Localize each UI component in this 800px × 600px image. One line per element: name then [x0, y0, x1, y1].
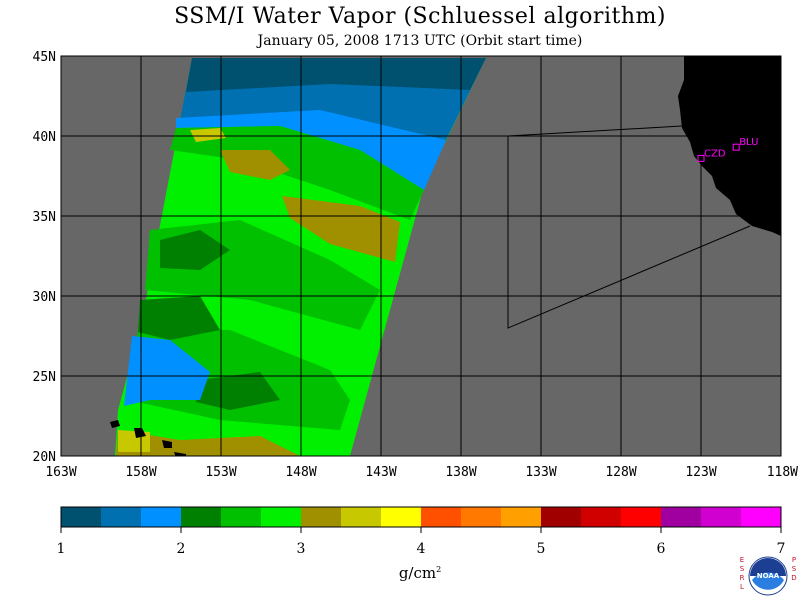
swath-band-dark-green-c	[196, 372, 280, 410]
colorbar-swatch	[461, 507, 501, 527]
swath-band-olive-a	[282, 196, 400, 262]
latitude-labels: 20N 25N 30N 35N 40N 45N	[33, 50, 56, 465]
unit-text: g/cm	[398, 564, 437, 582]
swath-yellow-patch	[190, 128, 226, 142]
swath-band-navy	[186, 58, 486, 92]
land-hawaii-b	[134, 428, 146, 438]
colorbar-swatch	[261, 507, 301, 527]
lon-label: 138W	[445, 465, 476, 480]
station-marker	[732, 143, 740, 151]
lon-label: 133W	[525, 465, 556, 480]
colorbar-swatch	[181, 507, 221, 527]
swath-band-blue	[176, 110, 446, 190]
noaa-logo-icon: NOAA	[748, 556, 788, 596]
land-hawaii-d	[174, 452, 186, 456]
colorbar-swatch	[221, 507, 261, 527]
figure-title: SSM/I Water Vapor (Schluessel algorithm)	[174, 4, 666, 29]
lat-label: 35N	[33, 210, 56, 225]
land-california	[678, 56, 781, 236]
swath-band-olive-c	[116, 430, 300, 456]
station-label: BLU	[739, 137, 758, 148]
colorbar-swatch	[741, 507, 781, 527]
flight-track	[507, 125, 683, 137]
lat-lon-grid	[61, 56, 781, 456]
colorbar-swatch	[381, 507, 421, 527]
swath-layer	[61, 56, 781, 456]
lon-label: 163W	[45, 465, 76, 480]
colorbar-swatch	[581, 507, 621, 527]
colorbar-tick-label: 5	[537, 541, 546, 557]
lon-label: 118W	[767, 465, 798, 480]
colorbar-swatch	[421, 507, 461, 527]
lon-label: 148W	[285, 465, 316, 480]
colorbar-swatch	[141, 507, 181, 527]
colorbar-tick-label: 1	[57, 541, 66, 557]
lat-label: 25N	[33, 370, 56, 385]
lat-label: 45N	[33, 50, 56, 65]
colorbar-swatch	[61, 507, 101, 527]
figure-subtitle: January 05, 2008 1713 UTC (Orbit start t…	[257, 33, 583, 49]
colorbar-tick-label: 3	[297, 541, 306, 557]
lon-label: 158W	[125, 465, 156, 480]
swath-band-green-a	[170, 126, 424, 220]
colorbar-swatch	[701, 507, 741, 527]
colorbar-swatch	[341, 507, 381, 527]
colorbar-tick-label: 7	[777, 541, 786, 557]
colorbar-tick-label: 4	[417, 541, 426, 557]
colorbar-unit: g/cm2	[330, 564, 510, 582]
lat-label: 20N	[33, 450, 56, 465]
lon-label: 123W	[685, 465, 716, 480]
swath-band-olive-b	[220, 150, 290, 180]
lat-label: 30N	[33, 290, 56, 305]
colorbar-tick-label: 6	[657, 541, 666, 557]
swath-blue-patch	[124, 336, 210, 406]
flight-track-2	[507, 136, 751, 329]
longitude-labels: 163W 158W 153W 148W 143W 138W 133W 128W 123W 118W	[45, 465, 798, 480]
unit-exponent: 2	[436, 565, 442, 574]
land-hawaii-a	[110, 420, 120, 428]
lat-label: 40N	[33, 130, 56, 145]
lon-label: 153W	[205, 465, 236, 480]
colorbar	[60, 506, 782, 528]
plot-frame	[60, 55, 782, 457]
logo-agency-text: NOAA	[757, 572, 780, 580]
colorbar-tick-label: 2	[177, 541, 186, 557]
colorbar-swatch	[501, 507, 541, 527]
land-hawaii-c	[162, 440, 172, 448]
station-markers: CZD BLU	[697, 137, 758, 162]
swath-band-dark-green-b	[138, 296, 220, 340]
swath-yellow-patch-b	[118, 430, 150, 452]
swath-band-dark-green-a	[160, 230, 230, 270]
colorbar-tick-labels: 1 2 3 4 5 6 7	[57, 527, 786, 557]
lon-label: 143W	[365, 465, 396, 480]
colorbar-swatch	[101, 507, 141, 527]
station-label: CZD	[704, 148, 726, 159]
colorbar-swatch	[541, 507, 581, 527]
colorbar-swatch	[621, 507, 661, 527]
lon-label: 128W	[605, 465, 636, 480]
colorbar-swatch	[301, 507, 341, 527]
colorbar-swatch	[661, 507, 701, 527]
station-marker	[697, 154, 705, 162]
